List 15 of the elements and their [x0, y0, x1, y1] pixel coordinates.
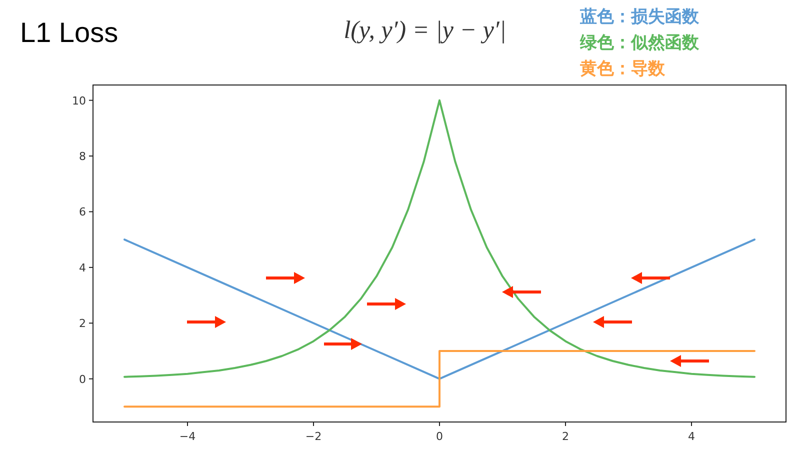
y-tick-label: 6	[79, 206, 86, 219]
chart-subtitle: l(y, y′) = |y − y′|	[344, 17, 506, 44]
chart-title: L1 Loss	[20, 17, 118, 48]
y-tick-label: 0	[79, 372, 86, 386]
line-series	[124, 99, 756, 378]
x-tick-label: 0	[436, 430, 443, 443]
y-tick-label: 8	[79, 150, 86, 164]
x-tick-label: 4	[688, 430, 695, 443]
x-tick-label: 2	[562, 430, 569, 443]
y-tick-label: 10	[72, 94, 86, 108]
y-tick-label: 2	[79, 317, 86, 330]
y-tick-label: 4	[79, 261, 86, 274]
x-tick-label: −2	[305, 430, 322, 443]
legend: 蓝色：损失函数 绿色：似然函数 黄色：导数	[580, 7, 699, 79]
x-tick-label: −4	[179, 430, 196, 443]
